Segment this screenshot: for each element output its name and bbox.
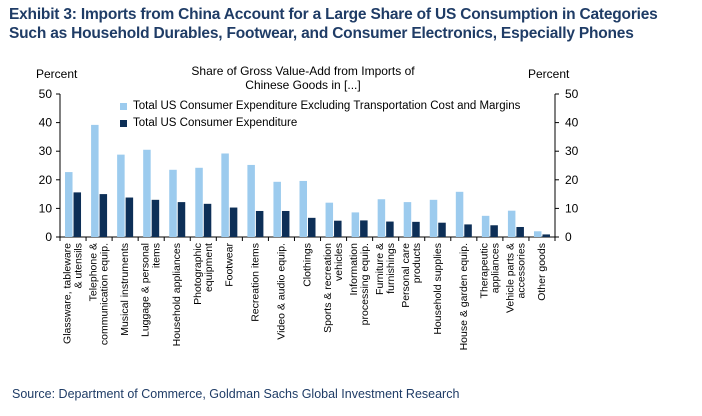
- bar-dark: [308, 217, 316, 237]
- legend-label-series-1: Total US Consumer Expenditure Excluding …: [133, 100, 521, 112]
- x-tick-label: Footwear: [223, 243, 235, 287]
- x-tick-label: processing equip.: [359, 243, 371, 325]
- y-tick-label-right: 20: [565, 173, 579, 187]
- bar-light: [533, 231, 542, 237]
- bar-dark: [99, 194, 108, 237]
- bar-light: [169, 169, 177, 237]
- bar-dark: [334, 220, 342, 237]
- y-tick-label-right: 0: [565, 230, 572, 244]
- bar-light: [351, 212, 360, 237]
- legend-item-series-1: Total US Consumer Expenditure Excluding …: [120, 98, 520, 115]
- x-tick-label: Vehicle parts &: [504, 243, 516, 313]
- legend-swatch-dark: [120, 120, 127, 127]
- bar-light: [403, 202, 412, 237]
- bar-dark: [177, 202, 186, 237]
- x-tick-label: Glassware, tableware: [62, 243, 74, 344]
- bar-dark: [464, 224, 472, 237]
- bar-light: [325, 202, 334, 237]
- x-tick-label: items: [151, 243, 163, 268]
- y-tick-label-left: 30: [39, 144, 53, 158]
- x-tick-label: Musical instruments: [119, 243, 131, 336]
- x-tick-label: furnishings: [385, 243, 397, 294]
- bar-dark: [125, 197, 134, 237]
- y-tick-label-left: 20: [39, 173, 53, 187]
- x-tick-label: products: [411, 243, 423, 283]
- x-tick-label: accessories: [515, 243, 527, 298]
- x-tick-label: Household appliances: [171, 243, 183, 346]
- y-tick-label-right: 30: [565, 144, 579, 158]
- bar-light: [91, 124, 99, 237]
- y-tick-label-left: 40: [39, 116, 53, 130]
- y-tick-label-left: 0: [45, 230, 52, 244]
- right-axis-unit: Percent: [528, 67, 570, 81]
- bar-light: [299, 180, 307, 237]
- bar-dark: [386, 221, 394, 237]
- bar-light: [455, 191, 464, 237]
- bar-light: [429, 199, 438, 237]
- bar-dark: [73, 192, 82, 237]
- bar-dark: [203, 203, 212, 237]
- x-tick-label: communication equip.: [99, 243, 111, 345]
- bar-light: [117, 154, 125, 237]
- left-axis-unit: Percent: [36, 67, 78, 81]
- legend-label-series-2: Total US Consumer Expenditure: [133, 117, 298, 129]
- x-tick-label: House & garden equip.: [458, 243, 470, 350]
- bar-light: [195, 167, 203, 237]
- bar-light: [65, 172, 73, 237]
- bar-dark: [360, 220, 368, 237]
- bar-dark: [151, 199, 160, 237]
- bar-light: [143, 149, 151, 237]
- x-tick-label: Information: [348, 243, 360, 296]
- bar-light: [273, 181, 281, 237]
- legend-item-series-2: Total US Consumer Expenditure: [120, 115, 520, 132]
- x-tick-label: Photographic: [192, 243, 204, 305]
- x-tick-label: Therapeutic: [478, 243, 490, 298]
- x-tick-label: Furniture &: [374, 243, 386, 295]
- bar-dark: [255, 210, 264, 237]
- bar-light: [377, 199, 386, 237]
- bar-light: [221, 153, 229, 237]
- x-tick-label: Personal care: [400, 243, 412, 308]
- bar-dark: [281, 210, 290, 237]
- x-tick-label: vehicles: [333, 243, 345, 281]
- x-tick-label: Luggage & personal: [140, 243, 152, 337]
- x-tick-label: Telephone &: [88, 243, 100, 301]
- x-tick-label: Sports & recreation: [322, 243, 334, 333]
- bar-dark: [490, 225, 498, 237]
- bar-light: [507, 210, 516, 237]
- bar-light: [247, 164, 255, 237]
- y-tick-label-right: 50: [565, 87, 579, 101]
- source-note: Source: Department of Commerce, Goldman …: [12, 387, 460, 401]
- y-tick-label-right: 40: [565, 116, 579, 130]
- y-tick-label-right: 10: [565, 201, 579, 215]
- bar-dark: [438, 222, 446, 237]
- bar-light: [481, 215, 490, 237]
- x-tick-label: equipment: [203, 243, 215, 292]
- x-tick-label: Clothings: [302, 243, 314, 287]
- y-tick-label-left: 10: [39, 201, 53, 215]
- chart-title: Exhibit 3: Imports from China Account fo…: [9, 6, 658, 42]
- bar-dark: [412, 221, 420, 237]
- bar-dark: [516, 226, 524, 237]
- x-tick-label: Video & audio equip.: [275, 243, 287, 340]
- x-tick-label: & utensils: [73, 243, 85, 289]
- x-tick-label: Recreation items: [249, 243, 261, 322]
- x-tick-label: Other goods: [536, 243, 548, 301]
- legend-swatch-light: [120, 103, 127, 110]
- bar-dark: [229, 207, 238, 237]
- x-tick-label: Household supplies: [432, 243, 444, 335]
- legend: Total US Consumer Expenditure Excluding …: [120, 98, 520, 132]
- bar-dark: [542, 234, 550, 237]
- chart-subtitle: Share of Gross Value-Add from Imports of…: [191, 64, 415, 92]
- x-tick-label: appliances: [489, 243, 501, 293]
- y-tick-label-left: 50: [39, 87, 53, 101]
